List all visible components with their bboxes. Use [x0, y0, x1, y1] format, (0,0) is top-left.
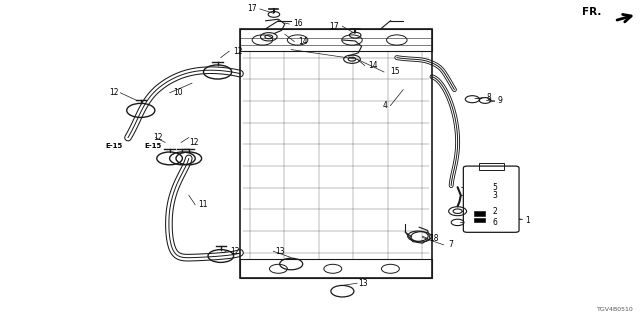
Text: 7: 7: [448, 240, 453, 249]
Text: 5: 5: [493, 183, 498, 192]
Text: 18: 18: [429, 234, 438, 243]
Text: 16: 16: [293, 20, 303, 28]
Bar: [240, 29, 432, 278]
Text: 12: 12: [109, 88, 118, 97]
Text: 12: 12: [189, 138, 198, 147]
Text: 11: 11: [198, 200, 208, 209]
Text: 13: 13: [358, 279, 368, 288]
Text: 12: 12: [230, 247, 240, 256]
FancyBboxPatch shape: [463, 166, 519, 232]
Text: 13: 13: [275, 247, 285, 256]
Text: 10: 10: [173, 88, 182, 97]
Text: 4: 4: [382, 101, 387, 110]
Text: 17: 17: [248, 4, 257, 13]
Text: 14: 14: [298, 37, 308, 46]
Text: E-15: E-15: [144, 143, 161, 148]
Bar: [240, 29, 432, 51]
Text: TGV4B0510: TGV4B0510: [597, 307, 634, 312]
Text: 12: 12: [154, 133, 163, 142]
Bar: [240, 259, 432, 278]
Bar: [474, 218, 485, 222]
Text: E-15: E-15: [106, 143, 123, 148]
Bar: [479, 163, 504, 170]
Text: 17: 17: [330, 22, 339, 31]
Bar: [474, 211, 485, 216]
Text: 14: 14: [368, 61, 378, 70]
Text: 8: 8: [486, 93, 491, 102]
Text: 15: 15: [390, 68, 400, 76]
Text: 12: 12: [234, 47, 243, 56]
Text: 2: 2: [493, 207, 497, 216]
Text: 3: 3: [493, 191, 498, 200]
Text: 1: 1: [525, 216, 529, 225]
Text: 6: 6: [493, 218, 498, 227]
Text: 9: 9: [498, 96, 503, 105]
Text: FR.: FR.: [582, 7, 602, 17]
